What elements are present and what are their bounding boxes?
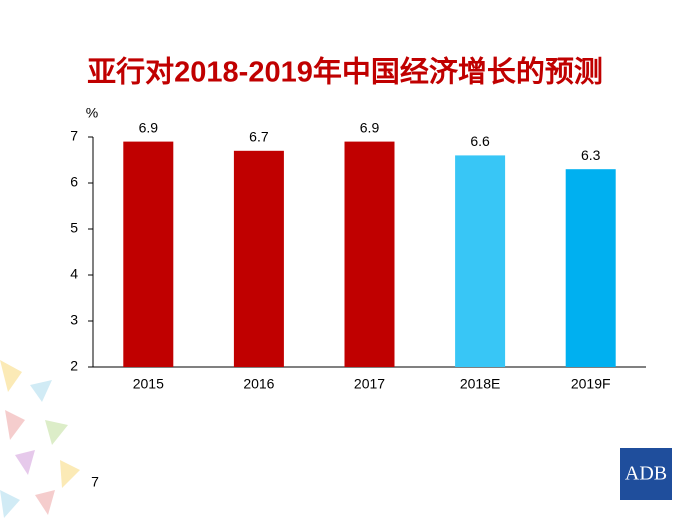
y-tick-label: 7 (70, 128, 78, 144)
bar (233, 150, 284, 367)
bar (123, 141, 174, 367)
value-label: 6.9 (360, 119, 380, 135)
logo: ADB (625, 463, 667, 485)
logo-box (620, 448, 672, 500)
y-axis-label: % (86, 105, 98, 121)
y-tick-label: 4 (70, 266, 78, 282)
value-label: 6.3 (581, 147, 601, 163)
bar (455, 155, 506, 367)
chart-title: 亚行对2018-2019年中国经济增长的预测 (87, 55, 603, 89)
bar (565, 169, 616, 367)
value-label: 6.7 (249, 129, 269, 145)
y-tick-label: 3 (70, 312, 78, 328)
value-label: 6.6 (470, 133, 490, 149)
x-tick-label: 2018E (460, 376, 500, 392)
value-label: 6.9 (139, 119, 159, 135)
y-tick-label: 2 (70, 358, 78, 374)
y-tick-label: 5 (70, 220, 78, 236)
page-number: 7 (91, 474, 99, 490)
x-tick-label: 2019F (571, 376, 611, 392)
decoration (0, 360, 80, 518)
x-tick-label: 2017 (354, 376, 385, 392)
y-tick-label: 6 (70, 174, 78, 190)
bar (344, 141, 395, 367)
x-tick-label: 2015 (133, 376, 164, 392)
x-tick-label: 2016 (243, 376, 274, 392)
